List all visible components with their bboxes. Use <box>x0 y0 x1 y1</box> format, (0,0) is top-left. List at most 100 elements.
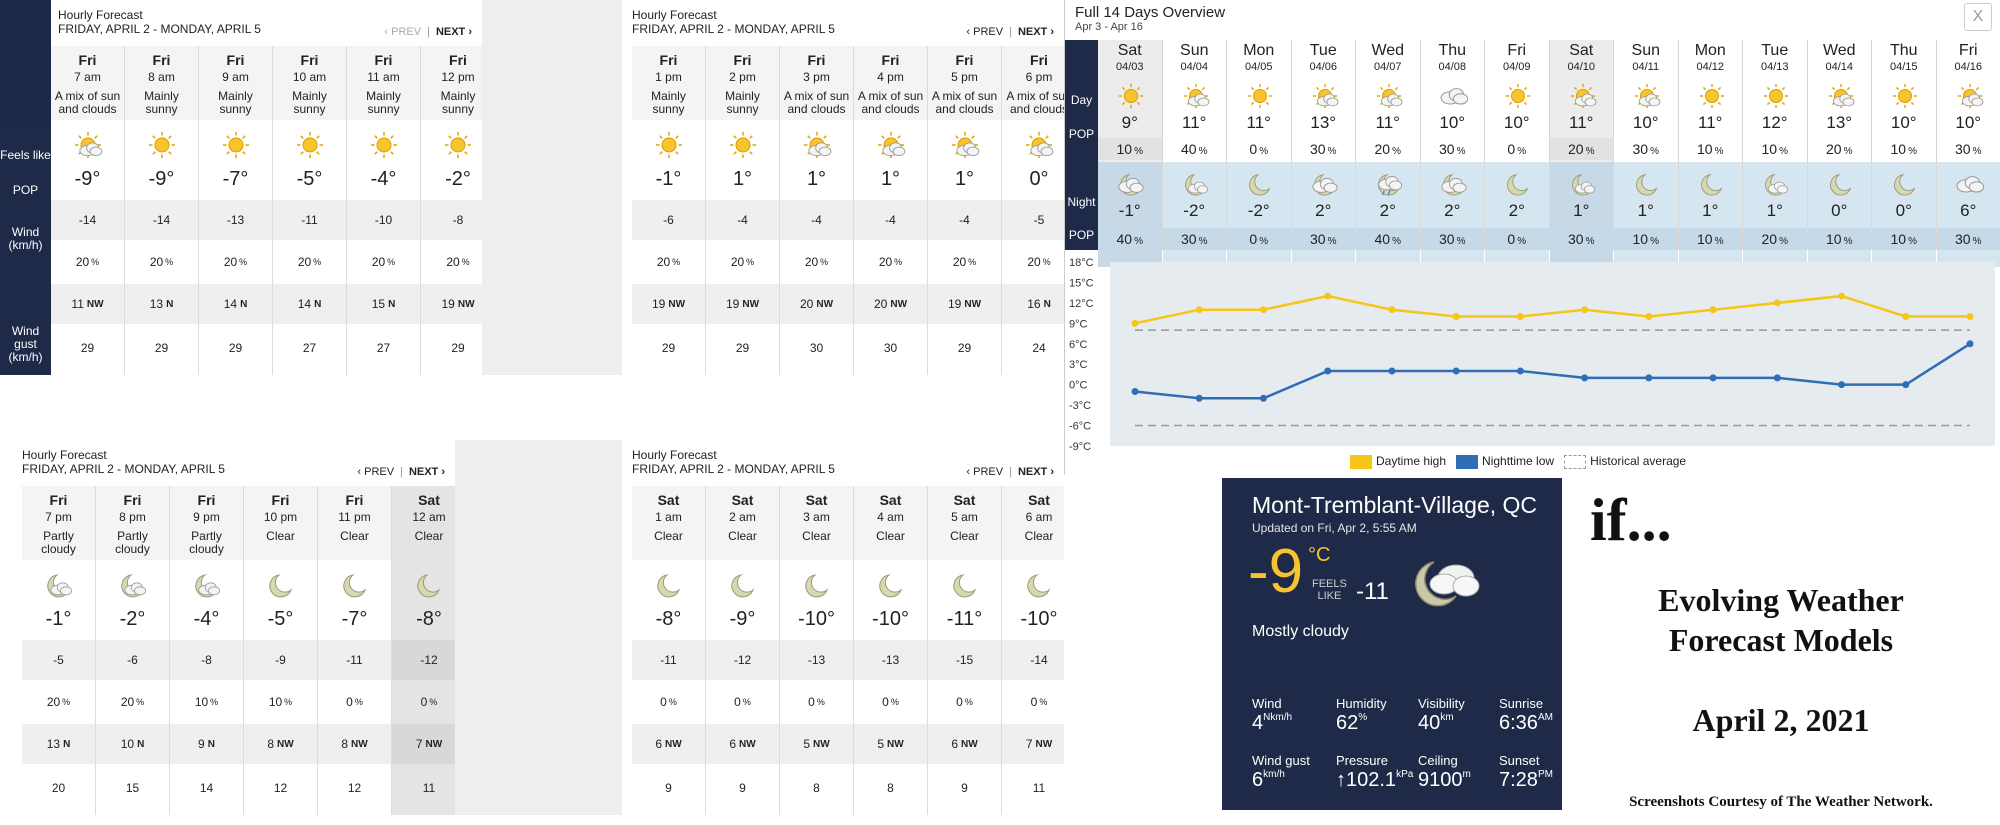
hour-wind-gust: 29 <box>735 341 750 355</box>
hour-description: Partly cloudy <box>115 529 150 556</box>
hour-description: Clear <box>414 529 444 543</box>
day-name: Sun <box>1180 42 1209 59</box>
low-point <box>1324 367 1332 375</box>
high-point <box>1966 313 1974 321</box>
moon-icon <box>340 570 370 600</box>
hour-pop: 20% <box>446 255 470 269</box>
high-point <box>1131 319 1139 327</box>
day-high: 10° <box>1890 113 1917 132</box>
day-pop: 30% <box>1614 138 1678 160</box>
moon-icon <box>1504 170 1532 198</box>
next-button[interactable]: NEXT › <box>1017 466 1054 478</box>
night-pop: 30% <box>1420 228 1484 250</box>
moon-icon <box>950 570 980 600</box>
title-date: April 2, 2021 <box>1692 702 1870 738</box>
panel-heading: Hourly Forecast FRIDAY, APRIL 2 - MONDAY,… <box>632 448 835 476</box>
hour-description: Mainly sunny <box>292 89 327 116</box>
hour-day: Sat <box>953 492 976 508</box>
y-tick-label: -6°C <box>1069 421 1091 433</box>
hour-day: Sat <box>657 492 680 508</box>
panel-range: FRIDAY, APRIL 2 - MONDAY, APRIL 5 <box>632 22 835 36</box>
moon-icon <box>1698 170 1726 198</box>
hour-column: Fri 8 am Mainly sunny -9° -14 20% 13 N 29 <box>125 46 199 375</box>
hour-pop: 20% <box>1027 255 1051 269</box>
sun-icon <box>221 130 251 160</box>
next-button[interactable]: NEXT › <box>1017 26 1054 38</box>
hourly-panel-3: Hourly Forecast FRIDAY, APRIL 2 - MONDAY,… <box>12 440 455 815</box>
hour-description: A mix of sun and clouds <box>54 89 121 116</box>
night-low: 0° <box>1831 201 1848 220</box>
close-button[interactable]: X <box>1964 3 1992 31</box>
hour-temperature: -4° <box>193 608 220 630</box>
next-button[interactable]: NEXT › <box>408 466 445 478</box>
sun-cloud-icon <box>1633 82 1661 110</box>
day-date: 04/09 <box>1502 61 1531 73</box>
night-pop: 30% <box>1549 228 1613 250</box>
night-pop: 40% <box>1356 228 1420 250</box>
hour-column: Sat 6 am Clear -10° -14 0% 7 NW 11 <box>1002 486 1064 815</box>
day-high: 11° <box>1375 113 1400 132</box>
sun-icon <box>443 130 473 160</box>
y-tick-label: 0°C <box>1069 380 1088 392</box>
day-pop: 20% <box>1807 138 1871 160</box>
current-condition: Mostly cloudy <box>1252 623 1349 640</box>
hour-wind-gust: 8 <box>813 781 820 795</box>
hour-wind-gust: 29 <box>957 341 972 355</box>
night-low: 2° <box>1444 201 1461 220</box>
hour-day: Sat <box>879 492 902 508</box>
hour-wind-gust: 9 <box>665 781 672 795</box>
cloud-night-icon <box>1440 170 1468 198</box>
hour-wind-gust: 27 <box>302 341 317 355</box>
prev-button[interactable]: ‹ PREV <box>357 466 395 478</box>
prev-button[interactable]: ‹ PREV <box>384 26 422 38</box>
day-column: Fri 04/16 10° 30% 6° 30% <box>1936 40 2000 267</box>
hour-day: Sat <box>418 492 440 508</box>
hour-feels-like: -14 <box>125 200 198 240</box>
hour-time: 4 am <box>877 510 904 524</box>
hour-wind: 6 NW <box>928 724 1001 764</box>
hour-day: Sat <box>805 492 828 508</box>
high-point <box>1773 299 1781 307</box>
hour-day: Fri <box>271 492 290 508</box>
hour-description: Clear <box>728 529 757 543</box>
hour-day: Fri <box>449 52 467 68</box>
day-pop: 10% <box>1743 138 1807 160</box>
hour-wind: 20 NW <box>780 284 853 324</box>
hour-description: Clear <box>654 529 683 543</box>
legend-historical: Historical average <box>1564 454 1686 469</box>
hour-column: Fri 11 am Mainly sunny -4° -10 20% 15 N 2… <box>347 46 421 375</box>
night-low: 2° <box>1315 201 1332 220</box>
title-credit: Screenshots Courtesy of The Weather Netw… <box>1629 794 1933 810</box>
y-tick-label: -3°C <box>1069 400 1091 412</box>
panel-heading: Hourly Forecast FRIDAY, APRIL 2 - MONDAY,… <box>632 8 835 36</box>
day-name: Thu <box>1889 42 1918 59</box>
stat-item: Sunset 7:28PM <box>1499 753 1553 792</box>
prev-button[interactable]: ‹ PREV <box>966 466 1004 478</box>
prev-button[interactable]: ‹ PREV <box>966 26 1004 38</box>
title-if: if... <box>1590 487 1672 553</box>
hour-day: Fri <box>49 492 68 508</box>
rain-cloud-icon <box>1375 170 1403 198</box>
stat-value: 7:28PM <box>1499 769 1553 791</box>
hour-column: Sat 1 am Clear -8° -11 0% 6 NW 9 <box>632 486 706 815</box>
hour-day: Fri <box>152 52 171 68</box>
low-point <box>1131 387 1139 395</box>
cloud-night-icon <box>1311 170 1339 198</box>
hourly-grid: Fri 1 pm Mainly sunny -1° -6 20% 19 NW 29… <box>632 46 1064 375</box>
hour-time: 5 am <box>951 510 978 524</box>
hour-pop: 20% <box>804 255 829 269</box>
low-point <box>1388 367 1396 375</box>
stat-value: 62% <box>1336 712 1368 734</box>
sun-icon <box>1762 82 1790 110</box>
hour-description: Mainly sunny <box>218 89 253 116</box>
day-pop: 30% <box>1291 138 1355 160</box>
hour-temperature: -5° <box>296 168 323 190</box>
panel-nav: ‹ PREV | NEXT › <box>966 466 1054 478</box>
chart-plot-area <box>1110 262 1995 446</box>
overview-subtitle: Apr 3 - Apr 16 <box>1075 21 1143 33</box>
hour-description: Mainly sunny <box>725 89 760 116</box>
next-button[interactable]: NEXT › <box>435 26 472 38</box>
row-label-pop-night: POP <box>1068 228 1095 242</box>
day-name: Mon <box>1694 42 1726 59</box>
hour-description: Mainly sunny <box>366 89 401 116</box>
